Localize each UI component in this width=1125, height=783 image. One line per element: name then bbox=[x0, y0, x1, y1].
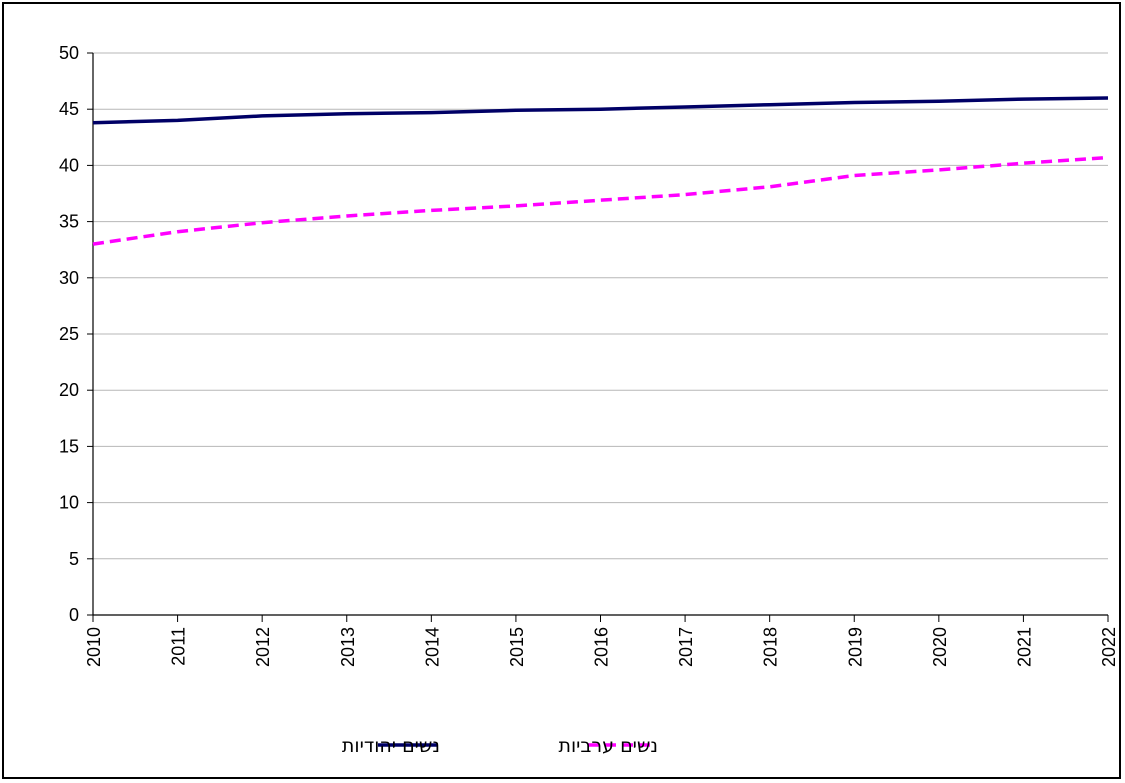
y-tick-label: 50 bbox=[59, 43, 79, 63]
legend-label-1: נשים ערביות bbox=[559, 735, 658, 757]
series-line-0 bbox=[92, 96, 1109, 125]
y-tick-label: 25 bbox=[59, 324, 79, 344]
y-tick-label: 5 bbox=[69, 549, 79, 569]
x-tick-label: 2019 bbox=[845, 627, 865, 667]
x-tick-label: 2011 bbox=[169, 627, 189, 666]
y-tick-labels: 0 5 10 15 20 25 30 35 40 45 50 bbox=[59, 43, 79, 625]
series-lines bbox=[92, 96, 1109, 246]
y-tick-label: 35 bbox=[59, 212, 79, 232]
x-tick-label: 2018 bbox=[761, 627, 781, 667]
y-tick-label: 15 bbox=[59, 436, 79, 456]
x-tick-label: 2017 bbox=[676, 627, 696, 667]
x-tick-label: 2016 bbox=[592, 627, 612, 667]
x-tick-label: 2014 bbox=[422, 627, 442, 667]
y-tick-label: 0 bbox=[69, 605, 79, 625]
x-tick-label: 2022 bbox=[1099, 627, 1119, 667]
axes bbox=[87, 52, 1109, 622]
x-tick-label: 2010 bbox=[84, 627, 104, 667]
x-tick-label: 2012 bbox=[253, 627, 273, 667]
x-tick-label: 2013 bbox=[338, 627, 358, 667]
x-tick-label: 2015 bbox=[507, 627, 527, 667]
legend: נשים יהודיות נשים ערביות bbox=[342, 735, 658, 757]
y-tick-label: 30 bbox=[59, 268, 79, 288]
gridlines bbox=[93, 52, 1108, 560]
y-tick-label: 45 bbox=[59, 99, 79, 119]
x-tick-labels: 2010 2011 2012 2013 2014 2015 2016 2017 2018 2019… bbox=[84, 627, 1119, 667]
series-line-1 bbox=[92, 155, 1109, 246]
x-tick-label: 2020 bbox=[930, 627, 950, 667]
y-tick-label: 10 bbox=[59, 493, 79, 513]
x-tick-label: 2021 bbox=[1014, 627, 1034, 667]
legend-label-0: נשים יהודיות bbox=[342, 735, 440, 757]
y-tick-label: 40 bbox=[59, 155, 79, 175]
y-tick-label: 20 bbox=[59, 380, 79, 400]
